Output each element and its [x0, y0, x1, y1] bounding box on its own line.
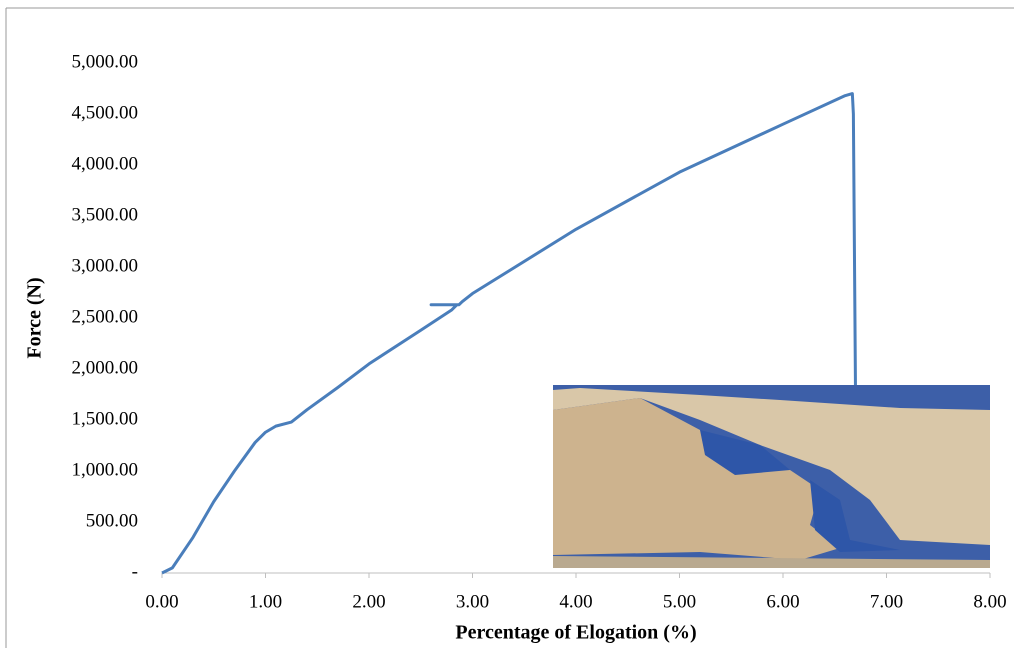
y-tick-label: 500.00 [86, 510, 138, 531]
x-tick-label: 5.00 [663, 591, 696, 612]
y-tick-label: 2,500.00 [72, 306, 139, 327]
x-tick-label: 2.00 [352, 591, 385, 612]
x-axis-title: Percentage of Elogation (%) [455, 622, 696, 644]
x-tick-label: 0.00 [145, 591, 178, 612]
inset-photo [553, 385, 990, 568]
y-tick-label: 4,500.00 [72, 102, 139, 123]
y-tick-label: - [132, 561, 138, 582]
plot-area: - 500.00 1,000.00 1,500.00 2,000.00 2,500.00 3… [72, 51, 1007, 612]
x-tick-label: 7.00 [870, 591, 903, 612]
y-tick-label: 3,500.00 [72, 204, 139, 225]
x-tick-label: 3.00 [456, 591, 489, 612]
y-tick-label: 1,500.00 [72, 408, 139, 429]
data-line [161, 92, 857, 575]
y-axis-title: Force (N) [24, 277, 46, 358]
x-tick-label: 4.00 [559, 591, 592, 612]
y-tick-label: 4,000.00 [72, 153, 139, 174]
y-tick-label: 2,000.00 [72, 357, 139, 378]
x-tick-label: 1.00 [249, 591, 282, 612]
y-tick-label: 1,000.00 [72, 459, 139, 480]
y-tick-label: 5,000.00 [72, 51, 139, 72]
y-tick-label: 3,000.00 [72, 255, 139, 276]
x-tick-label: 6.00 [766, 591, 799, 612]
x-tick-label: 8.00 [973, 591, 1006, 612]
